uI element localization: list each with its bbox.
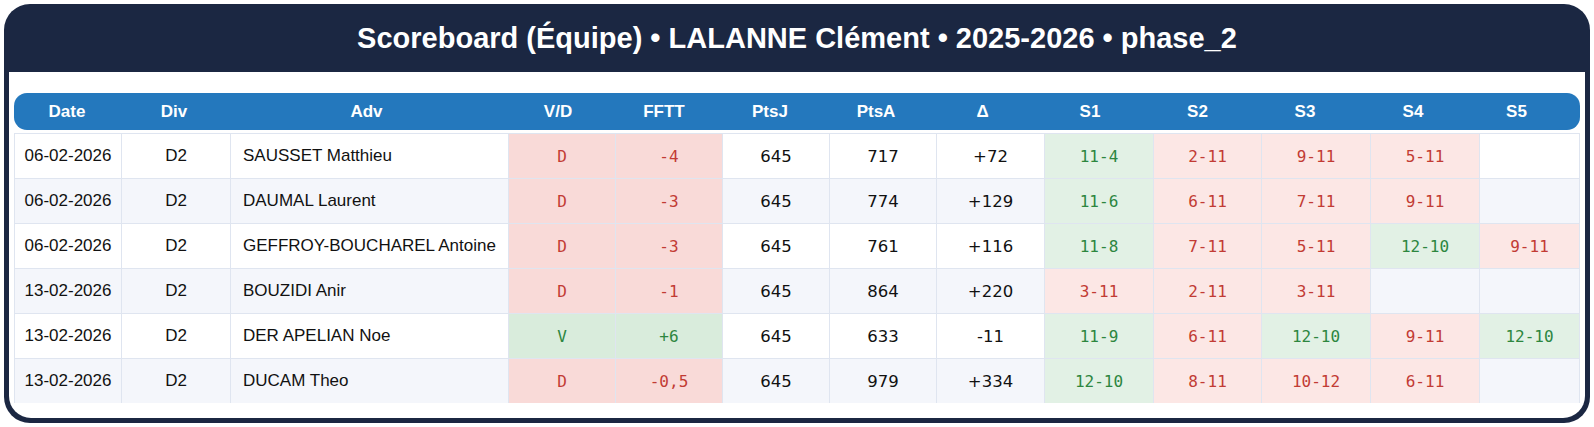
column-header-v-d: V/D <box>505 102 611 122</box>
title-bar: Scoreboard (Équipe) • LALANNE Clément • … <box>4 4 1590 72</box>
cell-div: D2 <box>122 179 230 223</box>
cell-set-2: 7-11 <box>1154 224 1261 268</box>
cell-set-4: 12-10 <box>1371 224 1479 268</box>
column-header-s3: S3 <box>1251 102 1359 122</box>
cell-set-2: 2-11 <box>1154 269 1261 313</box>
cell-set-3: 7-11 <box>1262 179 1370 223</box>
cell-set-2: 2-11 <box>1154 134 1261 178</box>
cell-set-3: 12-10 <box>1262 314 1370 358</box>
cell-set-2: 6-11 <box>1154 314 1261 358</box>
cell-set-1: 3-11 <box>1045 269 1153 313</box>
cell-set-4: 9-11 <box>1371 314 1479 358</box>
cell-set-3: 5-11 <box>1262 224 1370 268</box>
column-header-s1: S1 <box>1036 102 1144 122</box>
column-header-s5: S5 <box>1467 102 1566 122</box>
cell-adv: GEFFROY-BOUCHAREL Antoine <box>231 224 508 268</box>
cell-set-3: 10-12 <box>1262 359 1370 403</box>
cell-adv: DUCAM Theo <box>231 359 508 403</box>
cell-ptsa: 633 <box>830 314 936 358</box>
cell-set-2: 6-11 <box>1154 179 1261 223</box>
cell-adv: DER APELIAN Noe <box>231 314 508 358</box>
scoreboard-card: Scoreboard (Équipe) • LALANNE Clément • … <box>4 4 1590 423</box>
cell-adv: BOUZIDI Anir <box>231 269 508 313</box>
column-header-s4: S4 <box>1359 102 1467 122</box>
cell-ptsj: 645 <box>723 314 829 358</box>
cell-delta: +72 <box>937 134 1044 178</box>
page-title: Scoreboard (Équipe) • LALANNE Clément • … <box>357 22 1237 55</box>
cell-ptsa: 717 <box>830 134 936 178</box>
cell-fftt: -4 <box>616 134 722 178</box>
cell-delta: +129 <box>937 179 1044 223</box>
cell-delta: +334 <box>937 359 1044 403</box>
cell-set-2: 8-11 <box>1154 359 1261 403</box>
cell-fftt: -3 <box>616 179 722 223</box>
column-header-div: Div <box>120 102 228 122</box>
cell-date: 13-02-2026 <box>15 269 121 313</box>
cell-ptsj: 645 <box>723 134 829 178</box>
cell-vd: D <box>509 359 615 403</box>
cell-set-3: 3-11 <box>1262 269 1370 313</box>
cell-date: 06-02-2026 <box>15 224 121 268</box>
column-header-ptsj: PtsJ <box>717 102 823 122</box>
cell-div: D2 <box>122 134 230 178</box>
cell-ptsj: 645 <box>723 179 829 223</box>
cell-set-1: 11-8 <box>1045 224 1153 268</box>
column-header-ptsa: PtsA <box>823 102 929 122</box>
cell-div: D2 <box>122 314 230 358</box>
cell-set-1: 11-4 <box>1045 134 1153 178</box>
table-body: 06-02-2026D2SAUSSET MatthieuD-4645717+72… <box>14 133 1580 403</box>
cell-fftt: -0,5 <box>616 359 722 403</box>
column-header-date: Date <box>14 102 120 122</box>
cell-delta: +116 <box>937 224 1044 268</box>
cell-set-3: 9-11 <box>1262 134 1370 178</box>
cell-vd: D <box>509 179 615 223</box>
cell-ptsj: 645 <box>723 359 829 403</box>
cell-date: 13-02-2026 <box>15 359 121 403</box>
cell-date: 13-02-2026 <box>15 314 121 358</box>
cell-set-4: 9-11 <box>1371 179 1479 223</box>
cell-ptsa: 864 <box>830 269 936 313</box>
cell-vd: D <box>509 134 615 178</box>
results-table: DateDivAdvV/DFFTTPtsJPtsAΔS1S2S3S4S5 06-… <box>14 93 1580 403</box>
cell-ptsa: 979 <box>830 359 936 403</box>
cell-set-5-empty <box>1480 179 1579 223</box>
cell-fftt: -3 <box>616 224 722 268</box>
column-header-fftt: FFTT <box>611 102 717 122</box>
cell-vd: D <box>509 269 615 313</box>
cell-adv: DAUMAL Laurent <box>231 179 508 223</box>
cell-div: D2 <box>122 269 230 313</box>
cell-ptsa: 774 <box>830 179 936 223</box>
cell-date: 06-02-2026 <box>15 134 121 178</box>
cell-set-5: 9-11 <box>1480 224 1579 268</box>
cell-set-1: 12-10 <box>1045 359 1153 403</box>
table-panel: DateDivAdvV/DFFTTPtsJPtsAΔS1S2S3S4S5 06-… <box>9 72 1585 418</box>
cell-date: 06-02-2026 <box>15 179 121 223</box>
cell-vd: V <box>509 314 615 358</box>
cell-set-5: 12-10 <box>1480 314 1579 358</box>
cell-set-1: 11-6 <box>1045 179 1153 223</box>
cell-ptsj: 645 <box>723 224 829 268</box>
column-header--: Δ <box>929 102 1036 122</box>
cell-set-5-empty <box>1480 359 1579 403</box>
cell-div: D2 <box>122 224 230 268</box>
cell-set-5-empty <box>1480 134 1579 178</box>
table-header-row: DateDivAdvV/DFFTTPtsJPtsAΔS1S2S3S4S5 <box>14 93 1580 130</box>
cell-adv: SAUSSET Matthieu <box>231 134 508 178</box>
cell-div: D2 <box>122 359 230 403</box>
cell-fftt: +6 <box>616 314 722 358</box>
cell-ptsa: 761 <box>830 224 936 268</box>
cell-ptsj: 645 <box>723 269 829 313</box>
cell-set-4: 5-11 <box>1371 134 1479 178</box>
cell-vd: D <box>509 224 615 268</box>
cell-set-4-empty <box>1371 269 1479 313</box>
column-header-adv: Adv <box>228 102 505 122</box>
cell-set-4: 6-11 <box>1371 359 1479 403</box>
column-header-s2: S2 <box>1144 102 1251 122</box>
cell-set-5-empty <box>1480 269 1579 313</box>
cell-delta: -11 <box>937 314 1044 358</box>
cell-delta: +220 <box>937 269 1044 313</box>
cell-set-1: 11-9 <box>1045 314 1153 358</box>
cell-fftt: -1 <box>616 269 722 313</box>
